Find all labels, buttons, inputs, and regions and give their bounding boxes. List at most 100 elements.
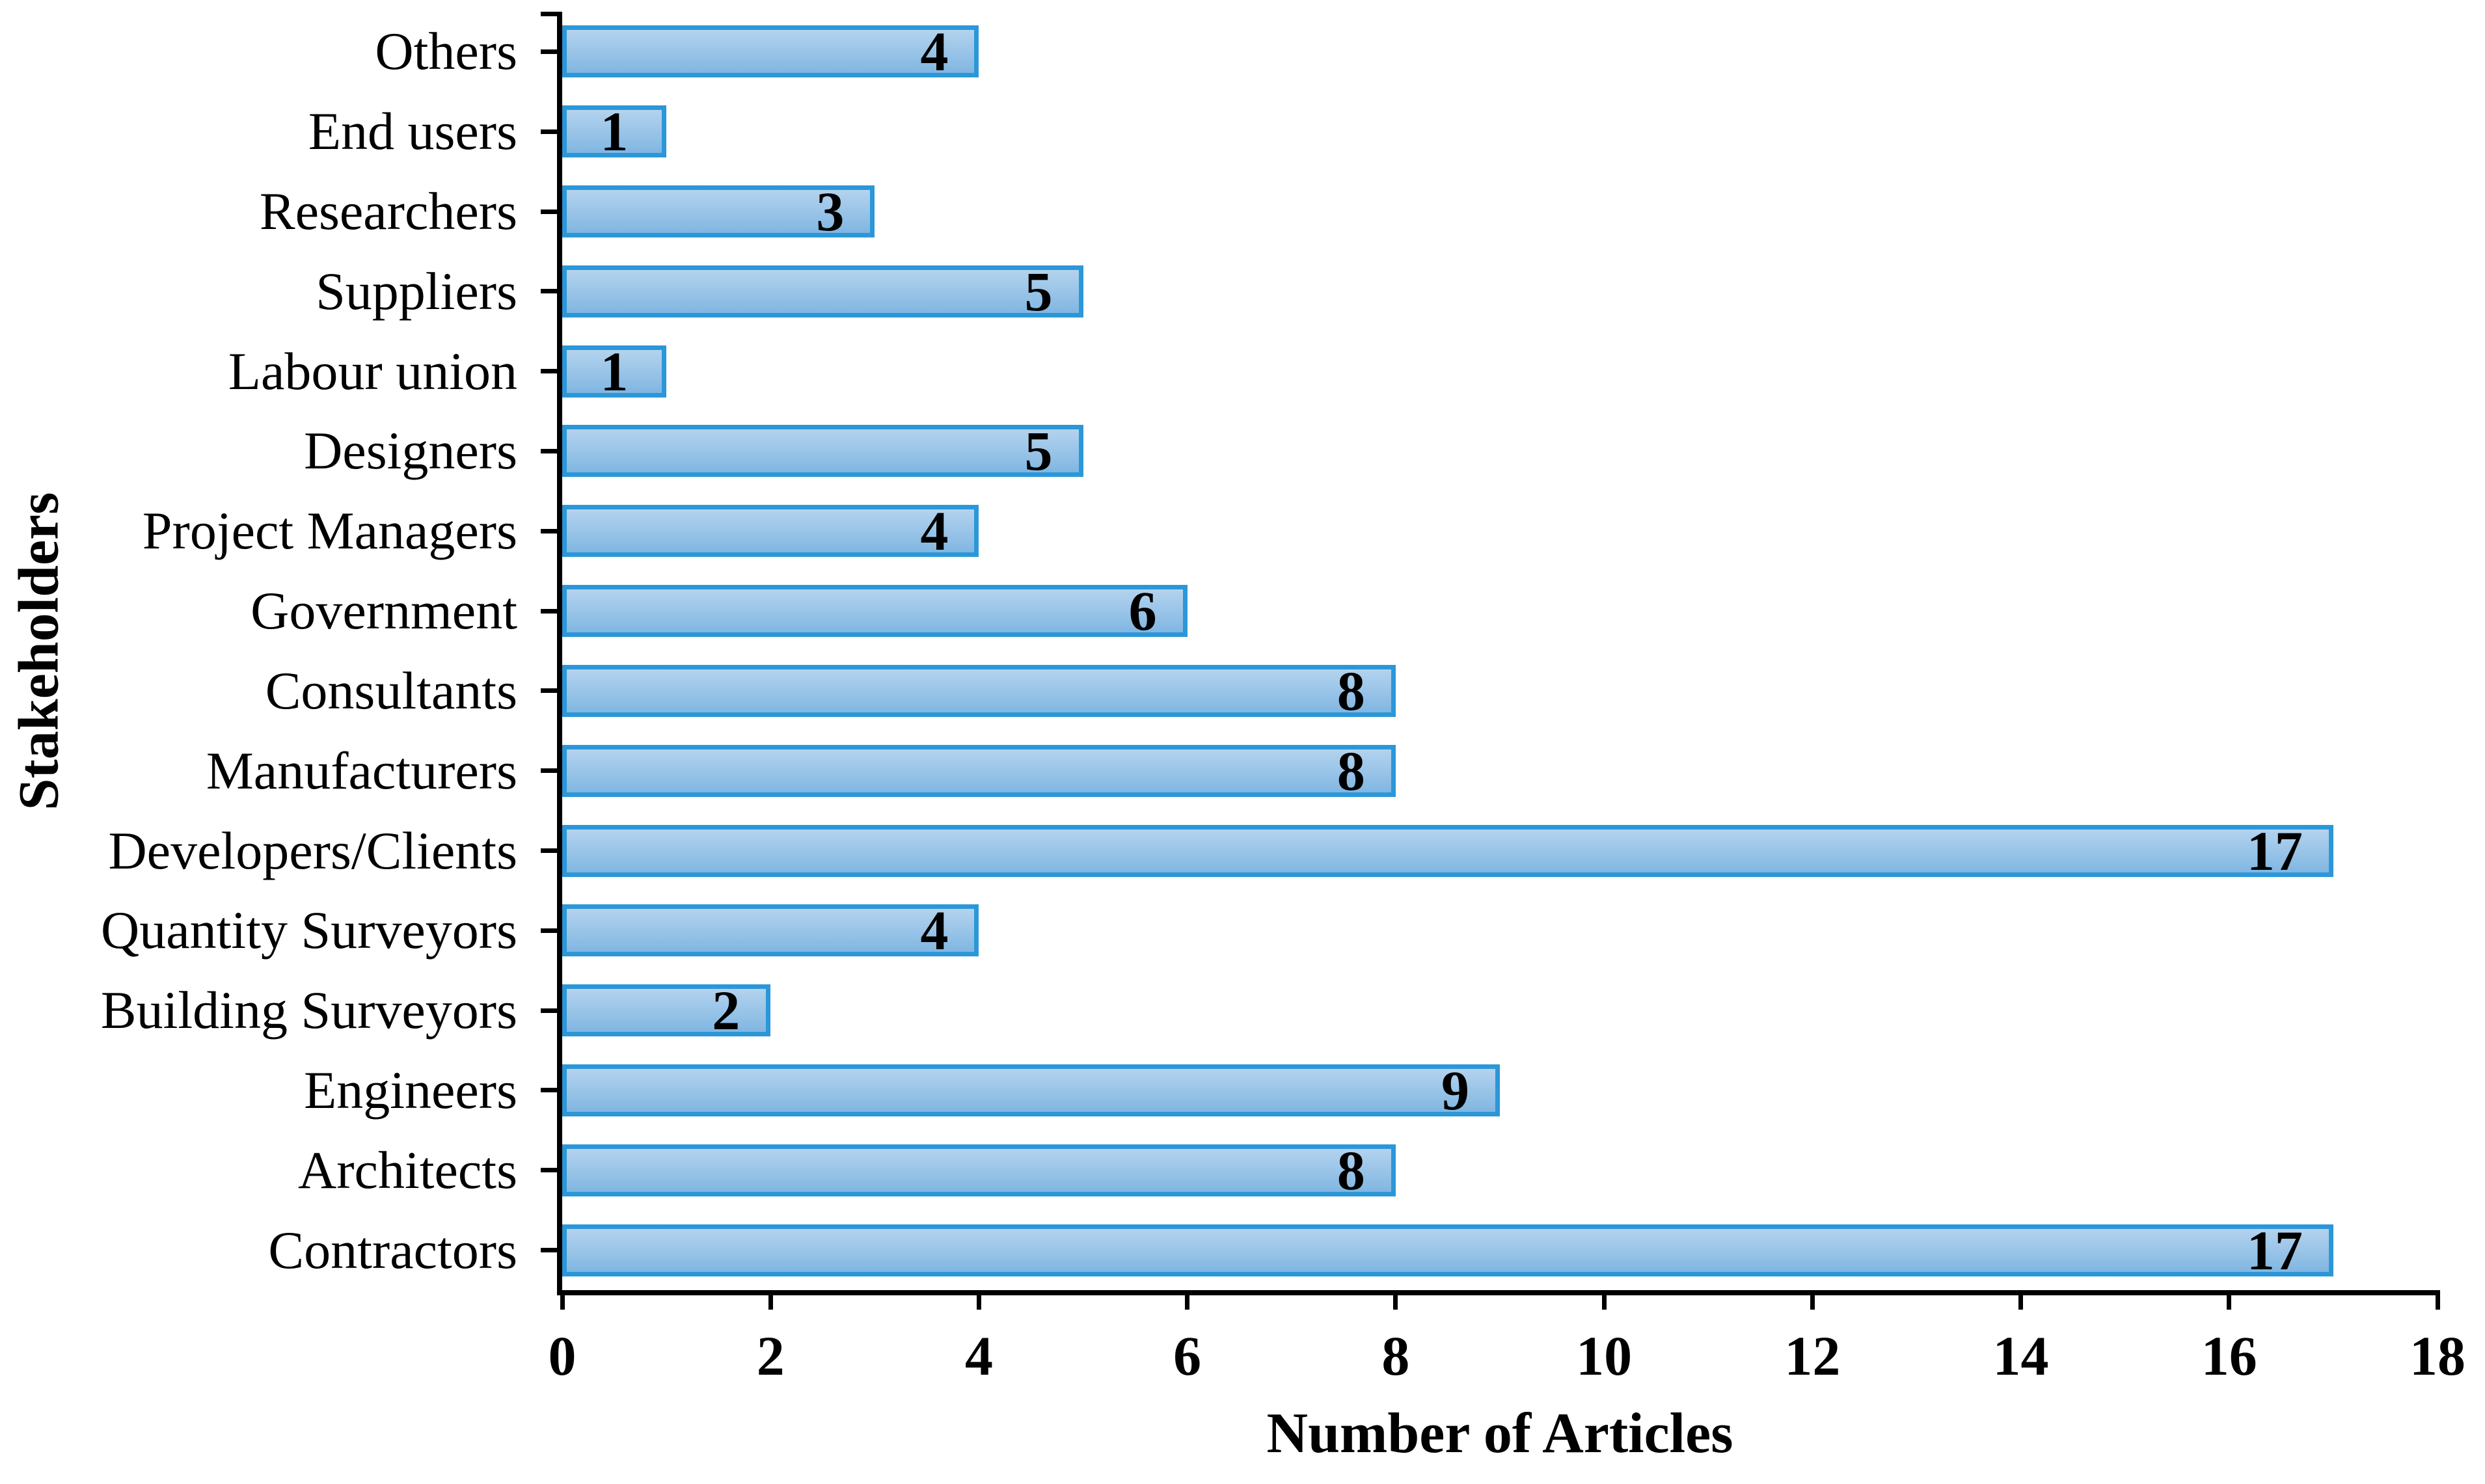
y-axis-tick [541, 49, 557, 54]
bar-value-label: 4 [920, 899, 949, 962]
x-tick-label: 4 [964, 1325, 993, 1387]
bar-value-label: 5 [1024, 260, 1053, 323]
bar-value-label: 1 [600, 100, 629, 163]
x-axis-tick [560, 1290, 565, 1310]
bar-row: 3 [562, 172, 2437, 252]
bar-value-label: 9 [1441, 1059, 1469, 1122]
y-axis-tick [541, 688, 557, 694]
x-axis-tick [2018, 1290, 2024, 1310]
bar-row: 8 [562, 731, 2437, 811]
bar-row: 6 [562, 571, 2437, 651]
category-label: Manufacturers [206, 740, 517, 800]
bar-value-label: 4 [920, 20, 949, 83]
bar-row: 4 [562, 12, 2437, 92]
bar: 5 [562, 420, 1083, 483]
bar-row: 8 [562, 651, 2437, 731]
category-label: Architects [298, 1140, 517, 1200]
bar-row: 1 [562, 331, 2437, 411]
bar-row: 17 [562, 811, 2437, 891]
y-axis-tick [541, 289, 557, 294]
bar: 1 [562, 100, 667, 163]
category-label: End users [308, 101, 517, 161]
bar: 4 [562, 899, 979, 962]
x-axis-tick [2227, 1290, 2232, 1310]
bar-value-label: 5 [1024, 420, 1053, 483]
x-tick-label: 2 [756, 1325, 785, 1387]
plot-area: 4 1 3 5 1 5 4 6 8 8 17 4 2 9 8 17 0 2 4 6 8 10 12 14 16 18 [541, 12, 2465, 1384]
bar-row: 2 [562, 971, 2437, 1051]
y-axis-tick [541, 848, 557, 854]
category-label: Designers [304, 421, 517, 481]
x-tick-label: 8 [1381, 1325, 1410, 1387]
x-tick-label: 18 [2410, 1325, 2465, 1387]
category-label: Researchers [259, 182, 517, 241]
category-label: Others [375, 21, 517, 81]
bar-value-label: 2 [712, 979, 740, 1042]
x-tick-label: 6 [1173, 1325, 1202, 1387]
y-axis-tick [541, 209, 557, 214]
category-label: Developers/Clients [108, 820, 517, 880]
bar: 17 [562, 1219, 2333, 1282]
bar-value-label: 8 [1337, 739, 1365, 802]
y-axis-tick [541, 1008, 557, 1013]
y-axis-tick [541, 1088, 557, 1093]
y-axis-tick [541, 1168, 557, 1173]
bar: 4 [562, 500, 979, 563]
bar-value-label: 17 [2246, 1219, 2303, 1282]
category-label: Labour union [228, 341, 517, 401]
x-axis-title-text: Number of Articles [1266, 1402, 1733, 1465]
x-tick-label: 16 [2201, 1325, 2257, 1387]
x-tick-label: 10 [1576, 1325, 1633, 1387]
x-axis-title: Number of Articles [562, 1405, 2437, 1463]
bar: 1 [562, 344, 667, 399]
y-axis-tick [541, 369, 557, 374]
bar: 4 [562, 20, 979, 83]
x-tick-label: 12 [1784, 1325, 1841, 1387]
bar: 8 [562, 739, 1396, 802]
bar-value-label: 8 [1337, 659, 1365, 722]
y-axis-tick [541, 608, 557, 614]
x-tick-label: 14 [1992, 1325, 2049, 1387]
x-axis-tick [1810, 1290, 1815, 1310]
x-axis-tick [2435, 1290, 2440, 1310]
x-axis-line [557, 1290, 2437, 1295]
category-label: Project Managers [142, 501, 517, 561]
category-label: Government [251, 581, 517, 641]
y-axis-line [557, 12, 562, 1295]
bar: 2 [562, 979, 771, 1042]
bar-row: 4 [562, 891, 2437, 971]
x-axis-tick [1393, 1290, 1398, 1310]
category-labels: Others End users Researchers Suppliers Labou… [0, 12, 517, 1290]
bar-row: 1 [562, 92, 2437, 172]
bar-value-label: 4 [920, 500, 949, 563]
bar: 6 [562, 580, 1188, 643]
y-axis-tick [541, 12, 557, 16]
bar-row: 5 [562, 411, 2437, 491]
y-axis-tick [541, 528, 557, 533]
category-label: Quantity Surveyors [101, 900, 517, 960]
bar-row: 5 [562, 251, 2437, 331]
bar-value-label: 6 [1128, 580, 1157, 643]
y-axis-tick [541, 768, 557, 774]
bar: 5 [562, 260, 1083, 323]
bar: 3 [562, 183, 875, 239]
y-axis-tick [541, 448, 557, 453]
bar-value-label: 17 [2246, 819, 2303, 882]
bar-row: 8 [562, 1130, 2437, 1210]
category-label: Building Surveyors [100, 980, 517, 1040]
bar-row: 17 [562, 1210, 2437, 1290]
y-axis-tick [541, 129, 557, 134]
bar-value-label: 8 [1337, 1139, 1365, 1202]
x-axis-tick [1601, 1290, 1607, 1310]
x-axis-tick [768, 1290, 773, 1310]
bar: 9 [562, 1059, 1500, 1122]
category-label: Contractors [268, 1220, 517, 1280]
x-axis-tick [1185, 1290, 1190, 1310]
category-label: Suppliers [316, 261, 517, 321]
bar-row: 4 [562, 491, 2437, 571]
bar: 8 [562, 659, 1396, 722]
bar: 17 [562, 819, 2333, 882]
category-label: Engineers [304, 1060, 517, 1120]
y-axis-tick [541, 928, 557, 933]
bar: 8 [562, 1139, 1396, 1202]
